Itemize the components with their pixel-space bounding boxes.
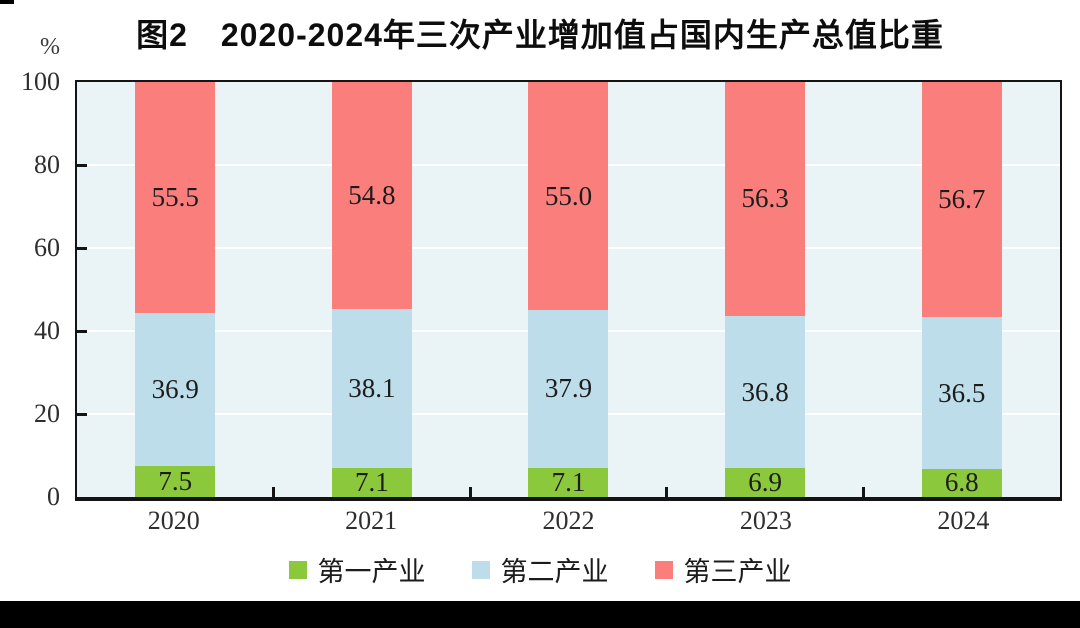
x-axis-label-2020: 2020 (147, 506, 200, 535)
y-axis-unit-label: % (40, 34, 60, 60)
y-tick-20 (77, 412, 87, 416)
bar-value-label: 6.9 (748, 467, 782, 498)
category-cell-2023: 6.9 36.8 56.3 (667, 82, 864, 497)
category-cell-2022: 7.1 37.9 55.0 (470, 82, 667, 497)
legend-swatch-secondary-industry (471, 560, 490, 579)
bar-value-label: 36.5 (938, 377, 986, 408)
bar-segment: 55.0 (528, 82, 609, 311)
bar-value-label: 7.1 (355, 466, 389, 497)
bar-segment: 56.7 (921, 82, 1002, 318)
bar-2022: 7.1 37.9 55.0 (528, 82, 609, 497)
x-tick-boundary-3 (665, 487, 669, 497)
legend-label-secondary-industry: 第二产业 (500, 557, 609, 587)
y-tick-60 (77, 246, 87, 250)
legend-item-secondary-industry: 第二产业 (471, 550, 609, 589)
x-axis-label-2023: 2023 (739, 506, 792, 535)
bar-value-label: 7.5 (158, 465, 193, 496)
x-axis-label-2024: 2024 (937, 506, 990, 535)
bar-2024: 6.8 36.5 56.7 (921, 82, 1002, 498)
bar-value-label: 56.3 (741, 183, 789, 214)
bottom-black-bar (0, 601, 1080, 628)
y-axis-label-20: 20 (34, 399, 60, 428)
bar-value-label: 37.9 (544, 373, 593, 404)
bar-segment: 6.9 (725, 467, 806, 498)
legend-label-primary-industry: 第一产业 (317, 557, 426, 587)
bar-segment: 7.5 (135, 465, 216, 497)
bar-value-label: 54.8 (348, 180, 396, 211)
y-tick-40 (77, 329, 87, 333)
legend-item-tertiary-industry: 第三产业 (654, 550, 792, 589)
y-axis-label-60: 60 (34, 233, 60, 262)
legend-swatch-primary-industry (288, 560, 307, 579)
corner-artifact-mark (0, 0, 14, 4)
bar-value-label: 55.5 (151, 182, 199, 213)
x-tick-boundary-4 (861, 487, 865, 497)
bar-value-label: 36.8 (741, 376, 789, 407)
bar-segment: 6.8 (921, 467, 1002, 498)
bar-2023: 6.9 36.8 56.3 (725, 82, 806, 498)
category-cell-2021: 7.1 38.1 54.8 (274, 82, 471, 497)
bar-segment: 36.9 (135, 312, 216, 466)
legend: 第一产业 第二产业 第三产业 (0, 550, 1080, 589)
bar-value-label: 55.0 (544, 180, 593, 211)
x-axis-label-2022: 2022 (542, 506, 595, 535)
y-axis-label-40: 40 (34, 316, 60, 345)
bar-value-label: 56.7 (938, 184, 986, 215)
bar-segment: 7.1 (331, 466, 412, 497)
y-axis-label-80: 80 (34, 150, 60, 179)
y-axis-label-0: 0 (47, 482, 60, 511)
x-tick-boundary-1 (272, 487, 276, 497)
bar-segment: 56.3 (725, 82, 806, 316)
y-axis-label-100: 100 (21, 67, 60, 96)
bar-segment: 36.5 (921, 317, 1002, 469)
bar-value-label: 7.1 (551, 466, 586, 497)
bar-segment: 7.1 (528, 466, 609, 497)
bar-segment: 36.8 (725, 315, 806, 469)
bar-segment: 37.9 (528, 310, 609, 468)
legend-item-primary-industry: 第一产业 (288, 550, 426, 589)
chart-title: 图2 2020-2024年三次产业增加值占国内生产总值比重 (136, 17, 944, 53)
category-cell-2020: 7.5 36.9 55.5 (77, 82, 274, 497)
category-cell-2024: 6.8 36.5 56.7 (863, 82, 1060, 497)
bar-2020: 7.5 36.9 55.5 (135, 82, 216, 497)
bar-segment: 38.1 (331, 309, 412, 468)
plot-area: 7.5 36.9 55.5 7.1 38.1 54.8 7.1 37.9 55.0 6.9 36.8… (75, 80, 1062, 501)
x-axis-labels: 2020 2021 2022 2023 2024 (75, 506, 1062, 536)
x-tick-boundary-2 (468, 487, 472, 497)
bar-segment: 54.8 (331, 82, 412, 310)
bar-value-label: 6.8 (944, 467, 979, 498)
bar-2021: 7.1 38.1 54.8 (331, 82, 412, 497)
legend-swatch-tertiary-industry (654, 560, 673, 579)
legend-label-tertiary-industry: 第三产业 (683, 557, 792, 587)
bar-segment: 55.5 (135, 82, 216, 313)
y-tick-80 (77, 163, 87, 167)
x-axis-label-2021: 2021 (345, 506, 398, 535)
bar-value-label: 36.9 (151, 373, 199, 404)
bar-value-label: 38.1 (348, 372, 396, 403)
